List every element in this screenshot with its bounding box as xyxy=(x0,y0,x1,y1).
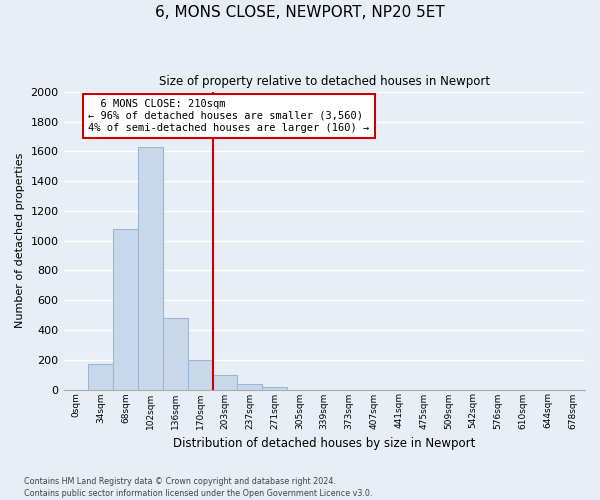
Bar xyxy=(138,147,163,390)
Title: Size of property relative to detached houses in Newport: Size of property relative to detached ho… xyxy=(159,75,490,88)
Bar xyxy=(113,229,138,390)
Bar xyxy=(212,374,238,390)
Y-axis label: Number of detached properties: Number of detached properties xyxy=(15,153,25,328)
Bar xyxy=(262,386,287,390)
Bar xyxy=(188,360,212,390)
Bar xyxy=(238,384,262,390)
Bar xyxy=(163,318,188,390)
Bar xyxy=(88,364,113,390)
Text: Contains HM Land Registry data © Crown copyright and database right 2024.
Contai: Contains HM Land Registry data © Crown c… xyxy=(24,476,373,498)
Text: 6 MONS CLOSE: 210sqm  
← 96% of detached houses are smaller (3,560)
4% of semi-d: 6 MONS CLOSE: 210sqm ← 96% of detached h… xyxy=(88,100,370,132)
X-axis label: Distribution of detached houses by size in Newport: Distribution of detached houses by size … xyxy=(173,437,475,450)
Text: 6, MONS CLOSE, NEWPORT, NP20 5ET: 6, MONS CLOSE, NEWPORT, NP20 5ET xyxy=(155,5,445,20)
